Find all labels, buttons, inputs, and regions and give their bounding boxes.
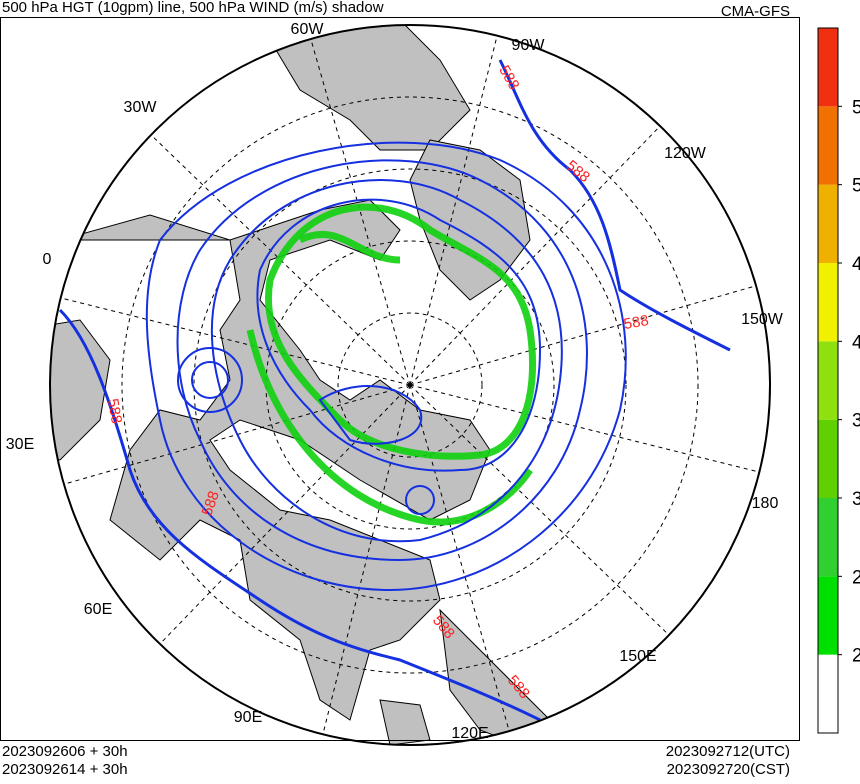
latitude-circle: [121, 96, 699, 674]
lon-label: 60W: [291, 21, 325, 38]
lon-label: 150W: [741, 311, 784, 328]
colorbar-bin: [818, 341, 838, 420]
meridian: [409, 125, 661, 386]
meridian: [310, 38, 411, 386]
latitude-circle: [265, 240, 555, 530]
meridian: [322, 384, 411, 735]
lon-label: 30W: [124, 99, 158, 116]
lon-label: 120W: [664, 145, 707, 162]
colorbar-bin: [818, 419, 838, 498]
footer-valid-utc: 2023092712(UTC): [666, 743, 790, 760]
meridian: [409, 384, 760, 473]
footer-init-cst: 2023092614 + 30h: [2, 761, 128, 778]
colorbar-tick-label: 55: [852, 97, 860, 118]
colorbar-bin: [818, 576, 838, 655]
footer-init-utc: 2023092606 + 30h: [2, 743, 128, 760]
colorbar-bin: [818, 106, 838, 185]
colorbar-tick-label: 50: [852, 176, 860, 197]
lon-label: 0: [43, 251, 52, 268]
lon-label: 60E: [84, 601, 112, 618]
colorbar-bin: [818, 184, 838, 263]
colorbar-bin: [818, 263, 838, 342]
footer-valid-cst: 2023092720(CST): [667, 761, 790, 778]
map-border: [49, 24, 771, 746]
colorbar-bin: [818, 498, 838, 577]
colorbar-bin: [818, 28, 838, 107]
meridian: [159, 384, 411, 645]
height-contours: [58, 59, 731, 722]
title: 500 hPa HGT (10gpm) line, 500 hPa WIND (…: [2, 0, 384, 16]
meridian: [409, 35, 498, 386]
colorbar-tick-label: 20: [852, 646, 860, 667]
colorbar-tick-label: 45: [852, 254, 860, 275]
colorbar-bin: [818, 654, 838, 733]
colorbar: 20 25 30 35 40 45 50 55: [817, 27, 860, 734]
meridian: [60, 297, 411, 386]
lon-label: 90W: [512, 37, 546, 54]
colorbar-tick-label: 30: [852, 489, 860, 510]
contour-label: 588: [622, 312, 650, 333]
colorbar-border: [817, 27, 839, 734]
map-area: [50, 25, 770, 745]
meridian: [409, 384, 670, 636]
contour-label: 588: [104, 397, 125, 425]
model: CMA-GFS: [721, 3, 790, 20]
meridian: [409, 285, 757, 386]
lon-label: 180: [752, 495, 779, 512]
frame: [0, 17, 800, 741]
lon-label: 150E: [619, 648, 656, 665]
colorbar-tick-label: 25: [852, 567, 860, 588]
lon-label: 120E: [451, 725, 488, 742]
lon-label: 90E: [234, 709, 262, 726]
lon-label: 30E: [6, 436, 34, 453]
colorbar-tick-label: 35: [852, 411, 860, 432]
colorbar-tick-label: 40: [852, 332, 860, 353]
meridian: [409, 384, 510, 732]
longitude-labels: 60W 90W 30W 120W 0 150W 30E 180 60E 150E…: [6, 21, 784, 742]
latitude-circle: [337, 312, 483, 458]
latitude-circle: [193, 168, 627, 602]
